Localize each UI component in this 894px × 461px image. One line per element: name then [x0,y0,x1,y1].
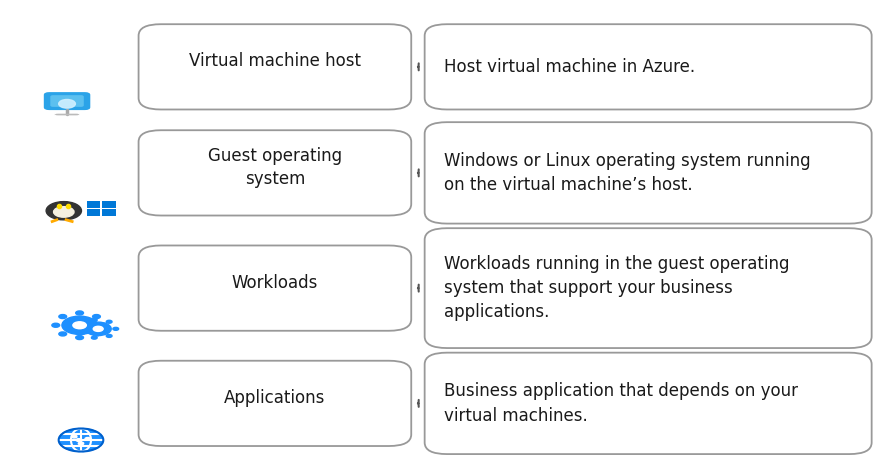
FancyBboxPatch shape [425,353,872,454]
FancyBboxPatch shape [44,92,90,110]
Circle shape [91,319,97,321]
Circle shape [85,437,90,440]
Circle shape [62,316,97,334]
Text: Virtual machine host: Virtual machine host [189,52,361,71]
Circle shape [93,332,100,336]
Circle shape [106,335,112,337]
FancyBboxPatch shape [50,95,84,107]
Circle shape [80,331,85,334]
Circle shape [85,322,111,336]
Circle shape [59,332,67,336]
Circle shape [106,320,112,323]
Circle shape [72,435,77,438]
FancyBboxPatch shape [425,122,872,224]
FancyBboxPatch shape [139,361,411,446]
FancyBboxPatch shape [139,245,411,331]
Circle shape [76,439,81,441]
Circle shape [73,322,87,329]
Circle shape [46,201,81,220]
Circle shape [113,327,119,331]
FancyBboxPatch shape [87,201,100,208]
Text: Windows or Linux operating system running
on the virtual machine’s host.: Windows or Linux operating system runnin… [444,152,811,194]
FancyBboxPatch shape [139,130,411,216]
Circle shape [52,323,60,327]
Circle shape [54,207,74,217]
Circle shape [59,100,75,108]
Circle shape [59,429,104,451]
Text: Host virtual machine in Azure.: Host virtual machine in Azure. [444,58,696,76]
FancyBboxPatch shape [87,209,100,216]
Circle shape [91,336,97,339]
FancyBboxPatch shape [102,209,116,216]
Text: Guest operating
system: Guest operating system [207,147,342,188]
Text: Business application that depends on your
virtual machines.: Business application that depends on you… [444,382,798,425]
Circle shape [76,311,83,315]
Text: Workloads: Workloads [232,273,318,292]
FancyBboxPatch shape [102,201,116,208]
Circle shape [76,336,83,340]
FancyBboxPatch shape [425,24,872,110]
FancyBboxPatch shape [139,24,411,110]
FancyBboxPatch shape [425,228,872,348]
Circle shape [59,314,67,319]
Circle shape [93,326,103,331]
Circle shape [99,323,107,327]
Circle shape [93,314,100,319]
Text: Applications: Applications [224,389,325,407]
Circle shape [80,324,85,326]
Text: Workloads running in the guest operating
system that support your business
appli: Workloads running in the guest operating… [444,255,789,321]
FancyBboxPatch shape [55,113,80,116]
Circle shape [79,442,84,445]
